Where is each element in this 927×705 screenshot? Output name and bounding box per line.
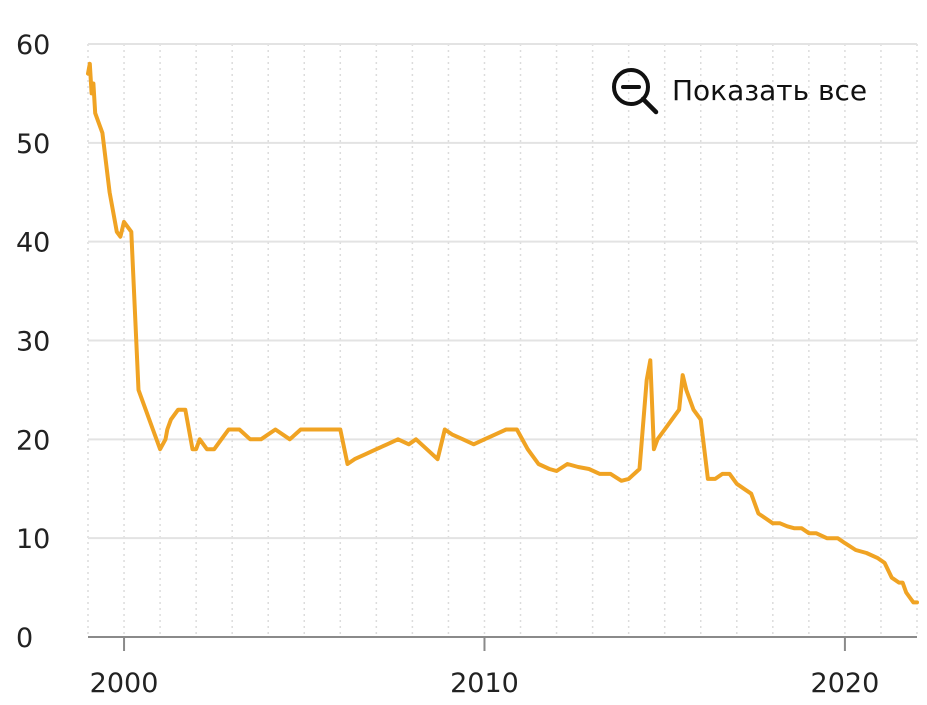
zoom-out-icon (612, 68, 659, 115)
series-line[interactable] (86, 61, 919, 605)
y-tick-label: 60 (16, 30, 50, 61)
x-tick-label: 2000 (90, 668, 159, 699)
y-tick-label: 10 (16, 524, 50, 555)
x-tick-label: 2010 (450, 668, 519, 699)
y-tick-label: 0 (16, 623, 33, 654)
major-gridlines (88, 43, 917, 540)
y-tick-label: 20 (16, 425, 50, 456)
reset-zoom-button[interactable]: Показать все (610, 64, 867, 116)
y-tick-label: 30 (16, 327, 50, 358)
x-axis-ticks: 2000 2010 2020 (90, 637, 880, 699)
y-axis-ticks: 0 10 20 30 40 50 60 (16, 30, 50, 654)
reset-zoom-label: Показать все (672, 73, 868, 107)
y-tick-label: 50 (16, 129, 50, 160)
x-tick-label: 2020 (811, 668, 880, 699)
y-tick-label: 40 (16, 228, 50, 259)
